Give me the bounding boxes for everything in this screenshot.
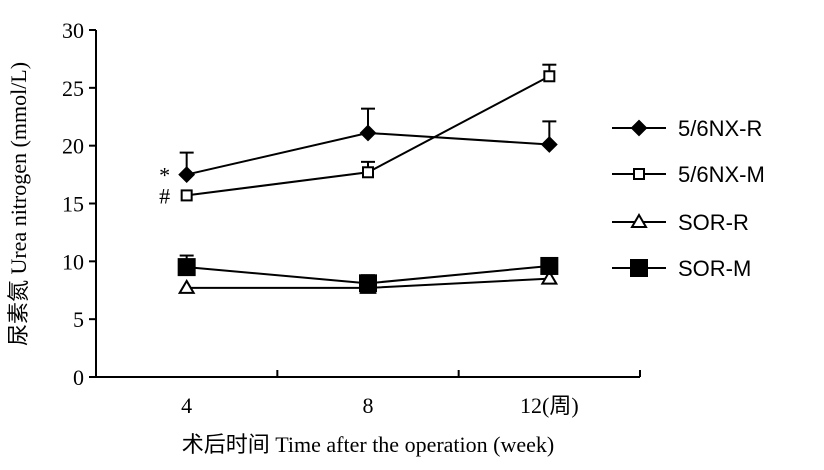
legend-marker bbox=[630, 213, 648, 228]
data-point bbox=[359, 124, 377, 142]
annotation-mark: # bbox=[159, 183, 170, 208]
y-axis-title: 尿素氮 Urea nitrogen (mmol/L) bbox=[6, 62, 31, 346]
series-layer: *# bbox=[159, 63, 559, 294]
x-axis-title: 术后时间 Time after the operation (week) bbox=[182, 432, 554, 457]
axes: 0 5 10 15 20 25 30 4 8 12(周) bbox=[62, 18, 641, 418]
y-tick-label: 10 bbox=[62, 249, 84, 274]
data-point bbox=[543, 70, 556, 83]
data-point bbox=[177, 258, 196, 277]
legend-marker bbox=[630, 259, 648, 277]
data-point bbox=[540, 269, 559, 285]
series-SOR-M bbox=[177, 254, 559, 293]
legend-label: 5/6NX-M bbox=[678, 162, 765, 187]
y-tick-label: 15 bbox=[62, 192, 84, 217]
annotation-mark: * bbox=[159, 163, 170, 188]
x-tick-label: 12(周) bbox=[520, 393, 579, 418]
y-tick-label: 0 bbox=[73, 365, 84, 390]
data-point bbox=[362, 166, 374, 179]
legend-label: SOR-M bbox=[678, 256, 751, 281]
data-point bbox=[540, 136, 558, 153]
y-tick-label: 5 bbox=[73, 307, 84, 332]
legend-item: 5/6NX-R bbox=[612, 116, 762, 141]
legend-label: 5/6NX-R bbox=[678, 116, 762, 141]
legend-label: SOR-R bbox=[678, 210, 749, 235]
data-point bbox=[177, 278, 196, 294]
data-point bbox=[178, 166, 196, 183]
series-5/6NX-M bbox=[180, 63, 557, 202]
series-5/6NX-R bbox=[178, 107, 558, 183]
data-point bbox=[540, 256, 559, 275]
legend-marker bbox=[630, 119, 648, 137]
y-tick-label: 30 bbox=[62, 18, 84, 43]
y-tick-label: 25 bbox=[62, 76, 84, 101]
x-tick-label: 8 bbox=[363, 393, 374, 418]
data-point bbox=[359, 274, 377, 293]
legend-item: 5/6NX-M bbox=[612, 162, 765, 187]
legend-item: SOR-R bbox=[612, 210, 749, 235]
legend: 5/6NX-R 5/6NX-M SOR-R SOR-M bbox=[612, 116, 765, 281]
legend-marker bbox=[633, 168, 645, 180]
y-tick-label: 20 bbox=[62, 134, 84, 159]
legend-item: SOR-M bbox=[612, 256, 751, 281]
data-point bbox=[180, 189, 193, 202]
x-tick-label: 4 bbox=[181, 393, 192, 418]
